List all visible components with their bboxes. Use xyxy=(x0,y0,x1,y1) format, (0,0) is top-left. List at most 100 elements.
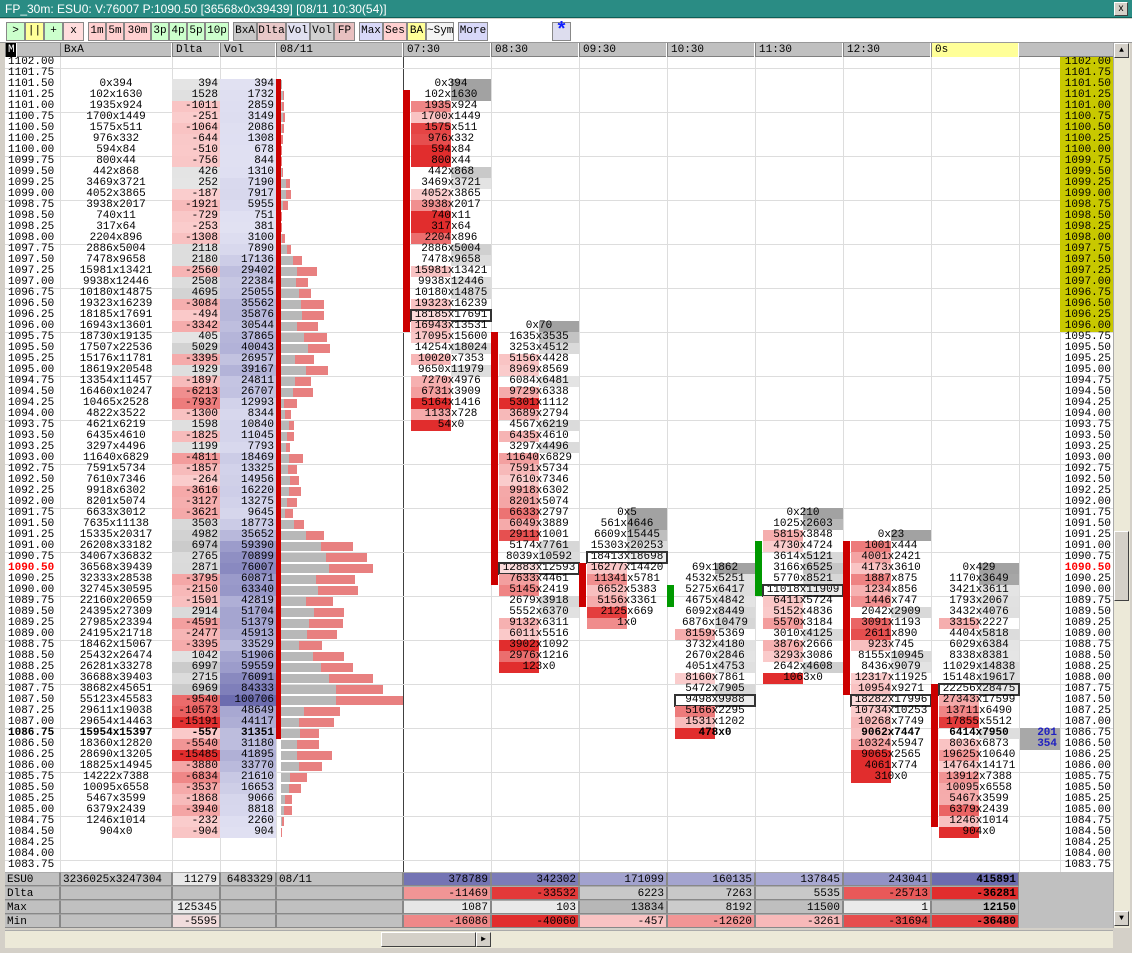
footprint-cell[interactable]: 3253x4512 xyxy=(491,343,579,354)
footprint-cell[interactable]: 6609x15445 xyxy=(579,530,667,541)
toolbar-button-10p[interactable]: 10p xyxy=(205,22,229,41)
footprint-cell[interactable]: 4001x2421 xyxy=(843,552,931,563)
footprint-cell[interactable]: 18282x17996 xyxy=(843,694,932,707)
footprint-cell[interactable]: 7610x7346 xyxy=(491,475,579,486)
footprint-cell[interactable]: 4532x5251 xyxy=(667,574,755,585)
footprint-cell[interactable]: 561x4646 xyxy=(579,519,667,530)
footprint-cell[interactable]: 2911x1001 xyxy=(491,530,579,541)
footprint-cell[interactable]: 6049x3889 xyxy=(491,519,579,530)
toolbar-button-BxA[interactable]: BxA xyxy=(233,22,257,41)
footprint-cell[interactable]: 13711x6490 xyxy=(931,706,1019,717)
footprint-cell[interactable]: 442x868 xyxy=(403,167,491,178)
footprint-cell[interactable]: 2670x2846 xyxy=(667,651,755,662)
footprint-cell[interactable]: 3876x2666 xyxy=(755,640,843,651)
footprint-cell[interactable]: 4675x4842 xyxy=(667,596,755,607)
footprint-cell[interactable]: 1575x511 xyxy=(403,123,491,134)
toolbar-button-[interactable]: + xyxy=(44,22,63,41)
footprint-cell[interactable]: 5472x7905 xyxy=(667,684,755,695)
footprint-cell[interactable]: 18185x17691 xyxy=(403,309,492,322)
toolbar-button-4p[interactable]: 4p xyxy=(169,22,187,41)
footprint-cell[interactable]: 3732x4180 xyxy=(667,640,755,651)
toolbar-button-Dlta[interactable]: Dlta xyxy=(257,22,286,41)
footprint-cell[interactable]: 3297x4496 xyxy=(491,442,579,453)
footprint-cell[interactable]: 7633x4461 xyxy=(491,574,579,585)
footprint-cell[interactable]: 4404x5818 xyxy=(931,629,1019,640)
footprint-cell[interactable]: 4567x6219 xyxy=(491,420,579,431)
footprint-cell[interactable]: 2204x896 xyxy=(403,233,491,244)
footprint-cell[interactable]: 6435x4610 xyxy=(491,431,579,442)
footprint-cell[interactable]: 1170x3649 xyxy=(931,574,1019,585)
footprint-cell[interactable]: 10095x6558 xyxy=(931,783,1019,794)
footprint-cell[interactable]: 6414x7950 xyxy=(931,728,1019,739)
footprint-cell[interactable]: 123x0 xyxy=(491,662,579,673)
toolbar-button-More[interactable]: More xyxy=(458,22,488,41)
footprint-cell[interactable]: 11029x14838 xyxy=(931,662,1019,673)
footprint-cell[interactable]: 3091x1193 xyxy=(843,618,931,629)
footprint-cell[interactable]: 5552x6370 xyxy=(491,607,579,618)
footprint-cell[interactable]: 16943x13531 xyxy=(403,321,491,332)
footprint-cell[interactable]: 5156x3361 xyxy=(579,596,667,607)
toolbar-button-x[interactable]: x xyxy=(63,22,84,41)
footprint-cell[interactable]: 5152x4836 xyxy=(755,607,843,618)
footprint-cell[interactable]: 1063x0 xyxy=(755,673,843,684)
footprint-cell[interactable]: 4052x3865 xyxy=(403,189,491,200)
footprint-cell[interactable]: 11018x11909 xyxy=(755,584,844,597)
footprint-cell[interactable]: 2642x4608 xyxy=(755,662,843,673)
footprint-cell[interactable]: 317x64 xyxy=(403,222,491,233)
footprint-cell[interactable]: 69x1862 xyxy=(667,563,755,574)
footprint-cell[interactable]: 5166x2295 xyxy=(667,706,755,717)
footprint-cell[interactable]: 1635x3535 xyxy=(491,332,579,343)
footprint-cell[interactable]: 3166x6525 xyxy=(755,563,843,574)
footprint-cell[interactable]: 8159x5369 xyxy=(667,629,755,640)
footprint-cell[interactable]: 3315x2227 xyxy=(931,618,1019,629)
footprint-cell[interactable]: 9650x11979 xyxy=(403,365,491,376)
footprint-cell[interactable]: 12883x12593 xyxy=(491,562,580,575)
footprint-cell[interactable]: 3432x4076 xyxy=(931,607,1019,618)
footprint-cell[interactable]: 5164x1416 xyxy=(403,398,491,409)
footprint-cell[interactable]: 1234x856 xyxy=(843,585,931,596)
footprint-cell[interactable]: 3010x4125 xyxy=(755,629,843,640)
footprint-cell[interactable]: 9498x9988 xyxy=(667,694,756,707)
footprint-cell[interactable]: 6084x6481 xyxy=(491,376,579,387)
toolbar-button-1m[interactable]: 1m xyxy=(88,22,106,41)
footprint-cell[interactable]: 1246x1014 xyxy=(931,816,1019,827)
footprint-cell[interactable]: 10324x5947 xyxy=(843,739,931,750)
footprint-cell[interactable]: 5815x3848 xyxy=(755,530,843,541)
footprint-cell[interactable]: 14254x18024 xyxy=(403,343,491,354)
footprint-cell[interactable]: 14764x14171 xyxy=(931,761,1019,772)
scroll-down-icon[interactable]: ▼ xyxy=(1114,911,1129,926)
footprint-cell[interactable]: 10954x9271 xyxy=(843,684,931,695)
toolbar-button-Ses[interactable]: Ses xyxy=(383,22,407,41)
footprint-cell[interactable]: 5156x4428 xyxy=(491,354,579,365)
scroll-up-icon[interactable]: ▲ xyxy=(1114,43,1129,58)
toolbar-button-BA[interactable]: BA xyxy=(407,22,426,41)
vertical-scrollbar[interactable]: ▲ ▼ xyxy=(1113,43,1130,928)
footprint-cell[interactable]: 1x0 xyxy=(579,618,667,629)
footprint-cell[interactable]: 8036x6873 xyxy=(931,739,1019,750)
toolbar-button-5p[interactable]: 5p xyxy=(187,22,205,41)
toolbar-button-3p[interactable]: 3p xyxy=(151,22,169,41)
footprint-cell[interactable]: 5301x1112 xyxy=(491,398,579,409)
footprint-cell[interactable]: 18413x18698 xyxy=(579,551,668,564)
close-button[interactable]: x xyxy=(1114,2,1128,16)
footprint-cell[interactable]: 310x0 xyxy=(843,772,931,783)
footprint-cell[interactable]: 6731x3909 xyxy=(403,387,491,398)
footprint-cell[interactable]: 54x0 xyxy=(403,420,491,431)
footprint-cell[interactable]: 2679x3918 xyxy=(491,596,579,607)
footprint-cell[interactable]: 6876x10479 xyxy=(667,618,755,629)
footprint-cell[interactable]: 5467x3599 xyxy=(931,794,1019,805)
toolbar-button-Max[interactable]: Max xyxy=(359,22,383,41)
footprint-cell[interactable]: 976x332 xyxy=(403,134,491,145)
footprint-cell[interactable]: 11640x6829 xyxy=(491,453,579,464)
footprint-cell[interactable]: 8155x10945 xyxy=(843,651,931,662)
footprint-cell[interactable]: 9065x2565 xyxy=(843,750,931,761)
footprint-cell[interactable]: 6011x5516 xyxy=(491,629,579,640)
footprint-cell[interactable]: 3614x5121 xyxy=(755,552,843,563)
footprint-cell[interactable]: 15981x13421 xyxy=(403,266,491,277)
footprint-cell[interactable]: 6652x5383 xyxy=(579,585,667,596)
footprint-cell[interactable]: 19323x16239 xyxy=(403,299,491,310)
footprint-cell[interactable]: 15148x19617 xyxy=(931,673,1019,684)
footprint-cell[interactable]: 8039x10592 xyxy=(491,552,579,563)
footprint-cell[interactable]: 5770x8521 xyxy=(755,574,843,585)
footprint-cell[interactable]: 4173x3610 xyxy=(843,563,931,574)
